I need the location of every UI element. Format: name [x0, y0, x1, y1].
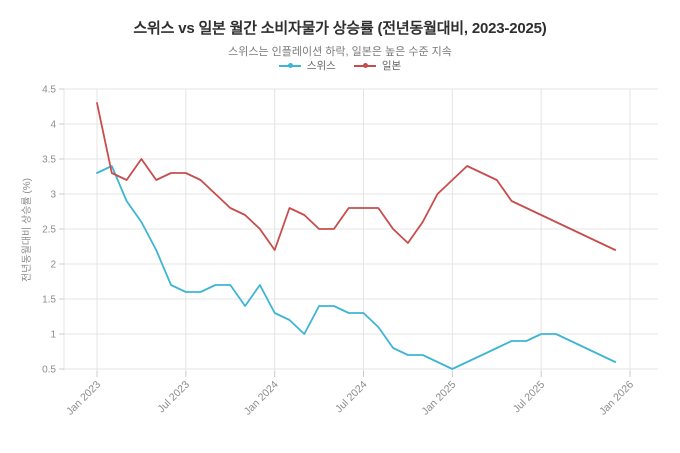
y-tick-label: 2: [50, 260, 56, 271]
x-tick-label: Jan 2025: [419, 379, 458, 418]
y-tick-label: 0.5: [42, 365, 56, 376]
legend-label-swiss: 스위스: [306, 60, 336, 72]
x-tick-label: Jan 2026: [597, 379, 636, 418]
x-tick-label: Jul 2025: [511, 379, 548, 416]
y-tick-label: 2.5: [42, 225, 56, 236]
y-tick-label: 1: [50, 330, 56, 341]
swiss-line-swatch-icon: [278, 63, 301, 68]
chart-title: 스위스 vs 일본 월간 소비자물가 상승률 (전년동월대비, 2023-202…: [133, 20, 547, 37]
y-axis-label: 전년동월대비 상승률 (%): [21, 178, 33, 282]
swiss-series-line: [96, 165, 617, 370]
japan-series-line: [96, 102, 617, 251]
x-tick-label: Jul 2024: [333, 379, 370, 416]
y-tick-label: 4.5: [42, 85, 56, 96]
y-tick-label: 4: [50, 120, 56, 131]
legend-item-swiss: 스위스: [278, 58, 336, 73]
y-tick-label: 3.5: [42, 155, 56, 166]
x-tick-label: Jan 2024: [242, 379, 281, 418]
x-tick-label: Jan 2023: [64, 379, 103, 418]
y-tick-label: 3: [50, 190, 56, 201]
x-tick-label: Jul 2023: [155, 379, 192, 416]
legend-item-japan: 일본: [353, 58, 402, 73]
y-tick-label: 1.5: [42, 295, 56, 306]
legend-label-japan: 일본: [381, 60, 402, 72]
chart-legend: 스위스 일본: [0, 58, 680, 73]
chart-subtitle: 스위스는 인플레이션 하락, 일본은 높은 수준 지속: [228, 46, 452, 58]
japan-line-swatch-icon: [353, 63, 376, 68]
